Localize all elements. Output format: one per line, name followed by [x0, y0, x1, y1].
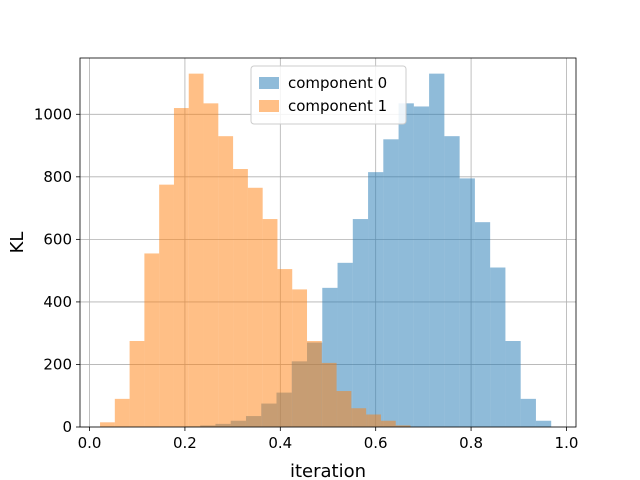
histogram-bar: [321, 362, 337, 427]
histogram-bar: [336, 391, 352, 427]
legend: component 0 component 1: [250, 65, 407, 125]
y-axis-label: KL: [7, 232, 28, 254]
histogram-bar: [233, 169, 248, 428]
histogram-bar: [144, 253, 160, 427]
histogram-bar: [352, 219, 369, 427]
legend-swatch: [259, 100, 279, 112]
histogram-bar: [383, 139, 399, 427]
y-tick-label: 1000: [34, 105, 72, 123]
histogram-bar: [277, 269, 293, 427]
histogram-bar: [413, 106, 430, 427]
histogram-bar: [292, 289, 308, 427]
y-tick-label: 400: [43, 293, 72, 311]
y-tick-label: 200: [43, 355, 72, 373]
plot-frame: [79, 57, 577, 428]
histogram-bar: [395, 425, 411, 427]
y-tick-label: 800: [43, 168, 72, 186]
series-1-bars: [100, 73, 411, 428]
histogram-bar: [474, 222, 491, 427]
histogram-bar: [247, 187, 263, 427]
histogram-bar: [459, 178, 475, 427]
histogram-bar: [490, 267, 506, 427]
legend-swatch: [259, 77, 279, 89]
x-tick-label: 0.4: [268, 434, 292, 452]
histogram-bar: [114, 398, 130, 427]
histogram-bar: [368, 172, 384, 427]
x-tick-label: 0.6: [364, 434, 388, 452]
x-tick-label: 1.0: [555, 434, 579, 452]
histogram-bar: [100, 422, 115, 427]
histogram-bar: [535, 420, 552, 427]
histogram-bar: [188, 73, 204, 427]
histogram-bar: [398, 103, 414, 427]
histogram-bar: [218, 136, 234, 427]
histogram-bar: [520, 398, 536, 427]
histogram-bar: [262, 219, 278, 427]
series-0-bars: [184, 73, 552, 427]
y-axis-ticks: 0 200 400 600 800 1000: [34, 105, 80, 436]
x-axis-label: iteration: [290, 461, 366, 480]
histogram-bar: [159, 184, 174, 427]
histogram-bar: [429, 73, 445, 427]
y-tick-label: 0: [62, 418, 72, 436]
histogram-bar: [203, 103, 219, 427]
histogram-bar: [129, 341, 145, 427]
histogram-bar: [444, 136, 460, 427]
histogram-bars: [100, 73, 552, 428]
x-tick-label: 0.8: [459, 434, 483, 452]
legend-label: component 0: [288, 74, 387, 92]
histogram-bar: [173, 108, 189, 427]
legend-box: [250, 65, 407, 125]
x-tick-label: 0.2: [173, 434, 197, 452]
legend-label: component 1: [288, 97, 387, 115]
histogram-bar: [337, 262, 353, 427]
y-tick-label: 600: [43, 230, 72, 248]
histogram-bar: [505, 341, 521, 427]
x-axis-ticks: 0.0 0.2 0.4 0.6 0.8 1.0: [78, 427, 579, 452]
histogram-bar: [366, 414, 381, 427]
histogram-bar: [380, 420, 396, 427]
histogram-bar: [351, 408, 367, 427]
histogram-bar: [307, 341, 322, 427]
x-tick-label: 0.0: [78, 434, 102, 452]
